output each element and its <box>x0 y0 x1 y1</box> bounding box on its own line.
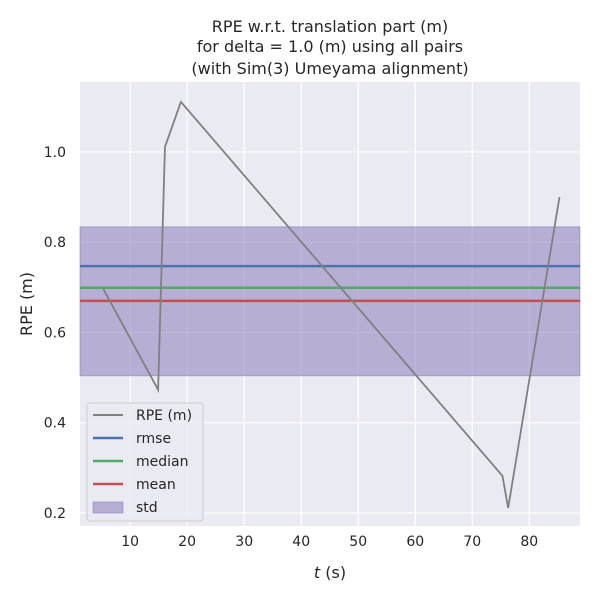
chart-title-line3: (with Sim(3) Umeyama alignment) <box>191 59 468 78</box>
legend-label: mean <box>136 477 176 493</box>
x-tick-label: 60 <box>406 534 424 550</box>
x-axis-label: t (s) <box>314 563 346 582</box>
x-tick-label: 30 <box>235 534 253 550</box>
x-tick-label: 40 <box>292 534 310 550</box>
x-tick-label: 20 <box>178 534 196 550</box>
y-tick-label: 0.6 <box>44 325 66 341</box>
chart-title-line2: for delta = 1.0 (m) using all pairs <box>197 37 463 56</box>
legend: RPE (m) rmse median mean std <box>86 402 204 522</box>
x-tick-label: 50 <box>349 534 367 550</box>
y-tick-label: 0.8 <box>44 235 66 251</box>
y-axis-label: RPE (m) <box>17 272 36 336</box>
x-tick-label: 70 <box>463 534 481 550</box>
legend-box <box>86 402 204 522</box>
y-tick-label: 0.2 <box>44 506 66 522</box>
legend-swatch <box>92 501 124 514</box>
x-tick-label: 10 <box>121 534 139 550</box>
legend-label: std <box>136 500 158 516</box>
chart-title-line1: RPE w.r.t. translation part (m) <box>212 17 448 36</box>
legend-label: median <box>136 454 188 470</box>
legend-label: RPE (m) <box>136 408 192 424</box>
x-tick-label: 80 <box>520 534 538 550</box>
rpe-line <box>102 100 561 509</box>
legend-label: rmse <box>136 431 171 447</box>
y-tick-label: 0.4 <box>44 416 66 432</box>
y-tick-label: 1.0 <box>44 145 66 161</box>
